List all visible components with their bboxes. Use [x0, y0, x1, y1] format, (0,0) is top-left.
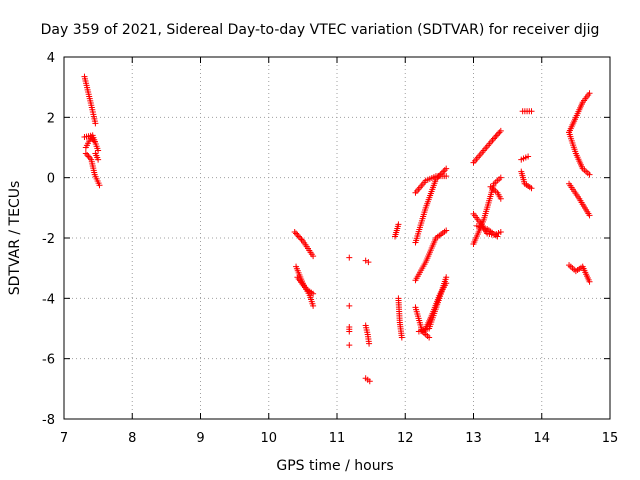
- data-point: [493, 132, 500, 139]
- data-point: [85, 153, 92, 160]
- data-point: [346, 302, 353, 309]
- data-point: [586, 90, 593, 97]
- data-point: [346, 254, 353, 261]
- data-point: [95, 156, 102, 163]
- data-point: [291, 228, 298, 235]
- data-point: [91, 138, 98, 145]
- data-point: [497, 174, 504, 181]
- data-point: [497, 228, 504, 235]
- data-point: [310, 302, 317, 309]
- data-point: [528, 185, 535, 192]
- x-tick-label: 7: [60, 431, 68, 446]
- data-point: [365, 259, 372, 266]
- chart-title: Day 359 of 2021, Sidereal Day-to-day VTE…: [41, 22, 600, 38]
- data-point: [443, 274, 450, 281]
- data-point: [395, 221, 402, 228]
- x-tick-label: 12: [397, 431, 414, 446]
- data-point: [426, 334, 433, 341]
- data-point: [497, 127, 504, 134]
- data-point: [586, 212, 593, 219]
- data-point: [297, 235, 304, 241]
- x-tick-label: 9: [196, 431, 204, 446]
- data-point: [84, 152, 91, 159]
- data-point: [92, 120, 99, 127]
- data-point: [82, 150, 89, 157]
- data-point: [492, 133, 499, 140]
- data-point: [443, 165, 450, 172]
- axis-ticks: 7 8 9 10 11 12 13 14 15 -8 -6 -4 -2 0 2 4: [42, 51, 618, 446]
- y-tick-label: 0: [47, 172, 55, 187]
- y-tick-label: -2: [42, 232, 55, 247]
- data-point: [362, 257, 369, 264]
- data-point: [310, 290, 317, 297]
- data-point: [398, 334, 405, 341]
- data-point: [496, 129, 503, 136]
- x-tick-label: 11: [329, 431, 346, 446]
- data-point: [443, 280, 450, 287]
- data-point: [96, 182, 103, 189]
- data-point: [586, 278, 593, 285]
- data-point: [497, 195, 504, 202]
- data-point: [443, 173, 450, 180]
- data-point: [528, 108, 535, 115]
- data-point: [95, 147, 102, 154]
- data-point: [293, 230, 300, 237]
- x-tick-label: 15: [602, 431, 619, 446]
- data-point: [495, 130, 502, 137]
- data-point: [346, 342, 353, 349]
- data-point: [346, 328, 353, 335]
- data-point: [441, 167, 448, 174]
- data-point: [366, 340, 373, 347]
- data-point: [440, 168, 447, 175]
- data-point: [310, 253, 317, 260]
- y-tick-label: -6: [42, 353, 55, 368]
- y-tick-label: -8: [42, 413, 55, 428]
- data-series: [81, 73, 593, 385]
- y-tick-label: 2: [47, 111, 55, 126]
- data-point: [294, 231, 301, 238]
- data-point: [525, 153, 532, 160]
- data-point: [366, 378, 373, 385]
- y-axis-label: SDTVAR / TECUs: [7, 181, 23, 296]
- grid: [64, 57, 610, 419]
- x-tick-label: 14: [533, 431, 550, 446]
- y-tick-label: 4: [47, 51, 55, 66]
- data-point: [295, 233, 302, 240]
- data-point: [494, 233, 501, 240]
- data-point: [298, 236, 305, 243]
- data-point: [586, 171, 593, 178]
- x-tick-label: 13: [465, 431, 482, 446]
- data-point: [443, 227, 450, 234]
- x-axis-label: GPS time / hours: [276, 458, 393, 474]
- x-tick-label: 10: [260, 431, 277, 446]
- y-tick-label: -4: [42, 292, 55, 307]
- x-tick-label: 8: [128, 431, 136, 446]
